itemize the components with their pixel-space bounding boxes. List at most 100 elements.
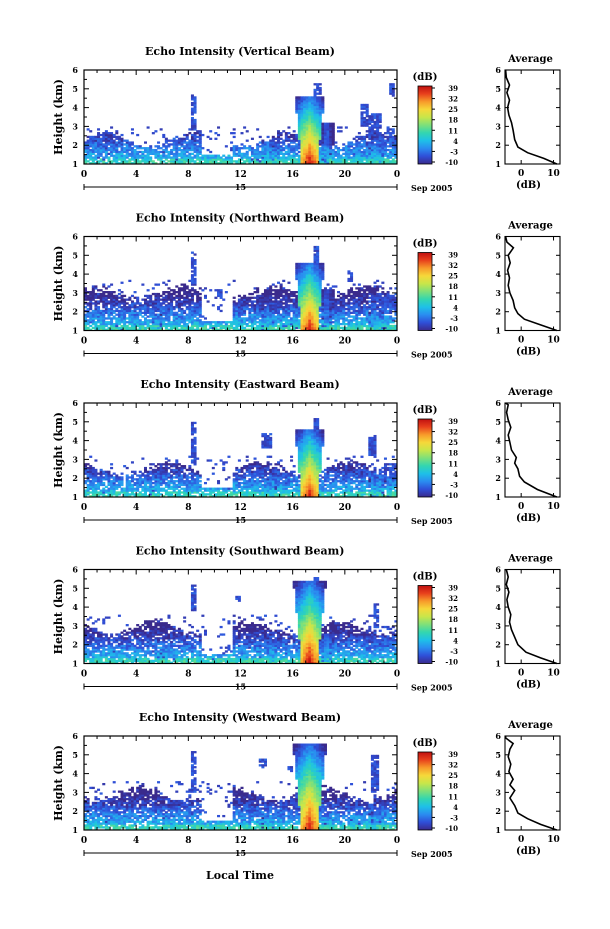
heatmap-cell xyxy=(86,307,90,311)
heatmap-cell xyxy=(313,287,317,290)
heatmap-cell xyxy=(151,160,155,163)
heatmap-cell xyxy=(323,162,327,165)
heatmap-cell xyxy=(219,289,223,292)
heatmap-cell xyxy=(370,137,374,140)
heatmap-cell xyxy=(381,311,385,314)
heatmap-cell xyxy=(363,117,367,120)
heatmap-cell xyxy=(360,292,364,296)
heatmap-cell xyxy=(193,427,197,430)
heatmap-cell xyxy=(308,160,312,163)
heatmap-cell xyxy=(305,309,309,313)
heatmap-cell xyxy=(151,322,155,326)
heatmap-cell xyxy=(318,266,322,269)
heatmap-cell xyxy=(172,154,176,157)
x-tick-label: 0 xyxy=(81,337,87,347)
heatmap-cell xyxy=(329,145,333,148)
heatmap-cell xyxy=(391,83,395,86)
heatmap-cell xyxy=(128,154,132,157)
heatmap-cell xyxy=(232,326,236,330)
heatmap-cell xyxy=(245,322,249,326)
heatmap-cell xyxy=(125,302,129,305)
heatmap-cell xyxy=(206,160,210,163)
y-tick-label: 2 xyxy=(72,140,78,150)
heatmap-cell xyxy=(232,321,236,324)
heatmap-cell xyxy=(123,139,127,142)
heatmap-cell xyxy=(117,289,121,292)
heatmap-cell xyxy=(125,324,129,328)
heatmap-cell xyxy=(102,156,106,159)
heatmap-cell xyxy=(300,160,304,163)
heatmap-cell xyxy=(305,321,309,324)
heatmap-cell xyxy=(91,150,95,154)
heatmap-cell xyxy=(313,128,317,131)
heatmap-cell xyxy=(365,145,369,148)
heatmap-cell xyxy=(370,304,374,307)
heatmap-cell xyxy=(86,152,90,155)
heatmap-cell xyxy=(138,307,142,311)
heatmap-cell xyxy=(363,148,367,152)
heatmap-cell xyxy=(394,160,398,163)
heatmap-cell xyxy=(373,294,377,298)
heatmap-cell xyxy=(303,304,307,307)
heatmap-cell xyxy=(240,154,244,157)
heatmap-cell xyxy=(143,322,147,326)
heatmap-cell xyxy=(326,160,330,163)
average-y-tick-label: 5 xyxy=(495,250,501,260)
heatmap-cell xyxy=(389,304,393,307)
heatmap-cell xyxy=(308,285,312,288)
heatmap-cell xyxy=(102,495,106,498)
heatmap-cell xyxy=(370,322,374,326)
heatmap-cell xyxy=(117,145,121,148)
heatmap-cell xyxy=(337,309,341,313)
heatmap-cell xyxy=(337,307,341,311)
heatmap-cell xyxy=(279,304,283,307)
heatmap-cell xyxy=(339,322,343,326)
heatmap-cell xyxy=(350,294,354,298)
heatmap-cell xyxy=(318,321,322,324)
heatmap-cell xyxy=(159,150,163,154)
heatmap-cell xyxy=(130,141,134,144)
heatmap-cell xyxy=(383,162,387,165)
heatmap-cell xyxy=(357,162,361,165)
heatmap-cell xyxy=(94,328,98,331)
heatmap-cell xyxy=(97,148,101,152)
heatmap-cell xyxy=(290,300,294,303)
heatmap-cell xyxy=(112,294,116,298)
heatmap-cell xyxy=(391,143,395,146)
heatmap-cell xyxy=(112,487,116,490)
heatmap-cell xyxy=(266,328,270,331)
heatmap-cell xyxy=(232,150,236,154)
heatmap-cell xyxy=(308,111,312,114)
heatmap-cell xyxy=(125,495,129,498)
heatmap-cell xyxy=(297,309,301,313)
heatmap-cell xyxy=(394,300,398,303)
heatmap-cell xyxy=(295,96,299,99)
heatmap-cell xyxy=(94,296,98,299)
heatmap-cell xyxy=(143,466,147,470)
heatmap-cell xyxy=(290,306,294,309)
heatmap-cell xyxy=(99,493,103,496)
heatmap-cell xyxy=(193,455,197,458)
heatmap-cell xyxy=(110,328,114,331)
heatmap-cell xyxy=(149,321,153,324)
heatmap-cell xyxy=(91,156,95,159)
heatmap-cell xyxy=(185,287,189,290)
heatmap-cell xyxy=(381,298,385,301)
heatmap-cell xyxy=(146,156,150,159)
heatmap-cell xyxy=(279,148,283,152)
heatmap-cell xyxy=(292,152,296,155)
heatmap-cell xyxy=(110,324,114,328)
heatmap-cell xyxy=(149,324,153,328)
heatmap-cell xyxy=(300,137,304,140)
heatmap-cell xyxy=(141,158,145,161)
heatmap-cell xyxy=(310,285,314,288)
heatmap-cell xyxy=(190,309,194,313)
heatmap-cell xyxy=(318,277,322,281)
heatmap-cell xyxy=(355,145,359,148)
heatmap-cell xyxy=(123,493,127,496)
heatmap-cell xyxy=(151,300,155,303)
heatmap-cell xyxy=(253,328,257,331)
heatmap-cell xyxy=(102,328,106,331)
heatmap-cell xyxy=(151,315,155,318)
heatmap-cell xyxy=(352,302,356,305)
